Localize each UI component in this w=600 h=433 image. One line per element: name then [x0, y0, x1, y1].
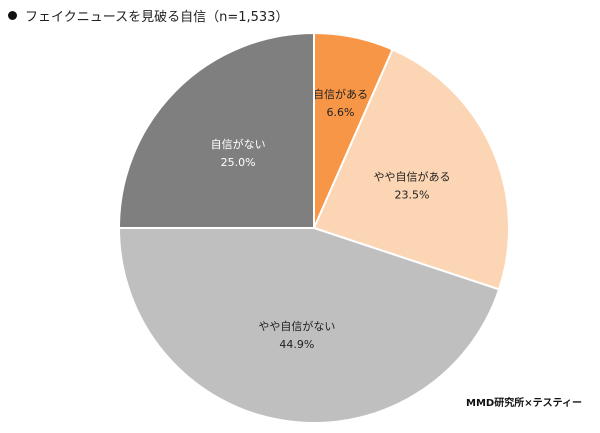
slice-value-0: 6.6% [327, 106, 355, 119]
pie-slice-3 [117, 31, 315, 229]
title-bullet [8, 11, 17, 20]
slice-label-1: やや自信がある [374, 169, 451, 183]
pie-slice-1 [312, 48, 510, 291]
slice-label-3: 自信がない [211, 137, 266, 151]
slice-value-1: 23.5% [395, 188, 430, 201]
pie-slice-2 [117, 227, 501, 424]
slice-label-0: 自信がある [313, 87, 368, 101]
slice-value-2: 44.9% [279, 338, 314, 351]
slice-label-2: やや自信がない [258, 319, 335, 333]
chart-title: フェイクニュースを見破る自信（n=1,533） [25, 10, 289, 25]
chart-title-row: フェイクニュースを見破る自信（n=1,533） [8, 6, 288, 25]
slice-value-3: 25.0% [221, 156, 256, 169]
source-credit: MMD研究所×テスティー [466, 398, 582, 409]
